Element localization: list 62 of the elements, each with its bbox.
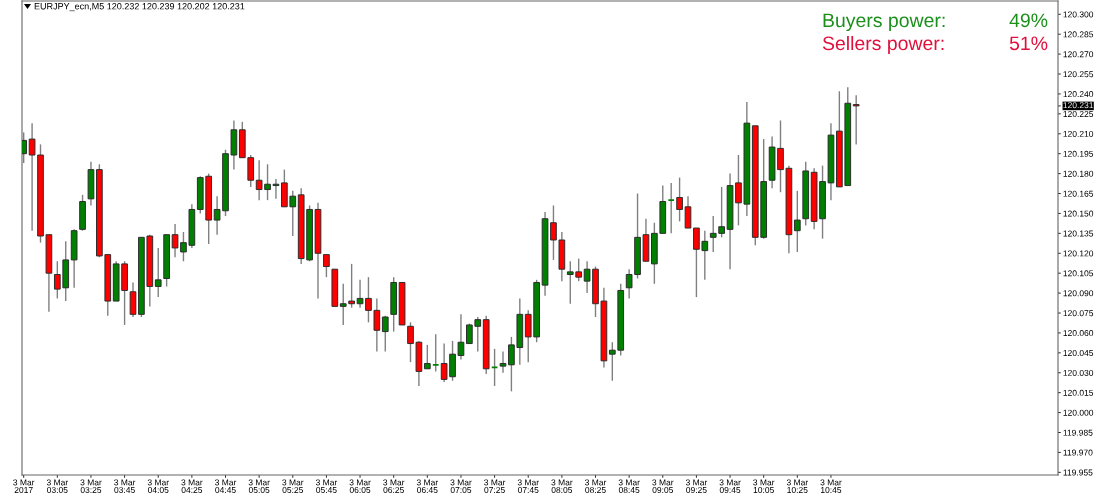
x-tick-label: 3 Mar 07:05 <box>450 479 472 493</box>
y-tick-label: 120.255 <box>1063 71 1094 78</box>
y-tick-label: 120.105 <box>1063 270 1094 277</box>
y-tick-label: 120.165 <box>1063 190 1094 197</box>
y-tick-label: 120.045 <box>1063 350 1094 356</box>
x-tick-label: 3 Mar 08:25 <box>585 479 607 493</box>
x-tick-label: 3 Mar 04:25 <box>181 479 203 493</box>
y-tick-label: 120.225 <box>1063 111 1094 118</box>
y-tick-label: 120.075 <box>1063 310 1094 317</box>
y-tick-label: 120.060 <box>1063 330 1094 337</box>
x-tick-label: 3 Mar 05:05 <box>248 479 270 493</box>
candlestick <box>793 190 801 253</box>
y-tick-label: 120.000 <box>1063 409 1094 416</box>
annotation: Sellers power: <box>822 35 944 55</box>
x-tick-label: 3 Mar 06:05 <box>349 479 371 493</box>
y-tick-label: 120.240 <box>1063 91 1094 98</box>
candlestick <box>852 94 860 146</box>
y-tick-label: 120.270 <box>1063 51 1094 58</box>
x-tick-label: 3 Mar 09:45 <box>719 479 741 493</box>
y-tick-label: 120.120 <box>1063 250 1094 257</box>
candlestick <box>423 344 431 370</box>
x-tick-label: 3 Mar 04:45 <box>215 479 237 493</box>
x-tick-label: 3 Mar 07:45 <box>517 479 539 493</box>
x-tick-label: 3 Mar 03:45 <box>114 479 136 493</box>
x-tick-label: 3 Mar 09:25 <box>685 479 708 493</box>
y-tick-label: 120.210 <box>1063 130 1094 137</box>
y-tick-label: 120.180 <box>1063 170 1094 177</box>
annotation: 51% <box>1009 36 1048 51</box>
x-tick-label: 3 Mar 10:45 <box>820 479 842 493</box>
x-tick-label: 3 Mar 03:25 <box>80 479 102 493</box>
x-tick-label: 3 Mar 08:05 <box>551 479 573 493</box>
y-tick-label: 120.285 <box>1063 31 1094 38</box>
candlestick <box>22 131 28 164</box>
annotation: 49% <box>1009 13 1048 28</box>
x-tick-label: 3 Mar 07:25 <box>484 479 506 493</box>
y-tick-label: 119.970 <box>1063 449 1093 456</box>
x-tick-label: 3 Mar 05:45 <box>315 479 338 493</box>
x-tick-label: 3 Mar 08:45 <box>618 479 640 493</box>
x-tick-label: 3 Mar 09:05 <box>652 479 674 493</box>
y-tick-label: 120.030 <box>1063 369 1094 376</box>
x-tick-label: 3 Mar 06:45 <box>416 479 439 493</box>
candlestick <box>154 247 162 298</box>
x-tick-label: 3 Mar 2017 <box>13 479 35 493</box>
x-tick-label: 3 Mar 03:05 <box>46 479 69 493</box>
y-tick-label: 120.015 <box>1063 389 1094 396</box>
y-tick-label: 120.135 <box>1063 230 1094 237</box>
x-tick-label: 3 Mar 06:25 <box>383 479 405 493</box>
x-tick-label: 3 Mar 10:05 <box>753 479 775 493</box>
candlestick <box>323 253 330 278</box>
x-tick-label: 3 Mar 10:25 <box>786 479 809 493</box>
chart-title: EURJPY_ecn,M5 120.232 120.239 120.202 120.231 <box>34 3 245 12</box>
x-tick-label: 3 Mar 04:05 <box>147 479 169 493</box>
candlestick <box>381 314 389 353</box>
y-tick-label: 120.090 <box>1063 290 1094 297</box>
x-tick-label: 3 Mar 05:25 <box>282 479 304 493</box>
y-tick-label: 119.955 <box>1063 469 1093 476</box>
y-tick-label: 120.150 <box>1063 210 1094 217</box>
y-tick-label: 120.231 <box>1063 102 1094 109</box>
annotation: Buyers power: <box>823 13 945 32</box>
y-tick-label: 120.195 <box>1063 150 1094 157</box>
y-tick-label: 120.300 <box>1063 11 1094 18</box>
y-tick-label: 119.985 <box>1063 429 1093 436</box>
